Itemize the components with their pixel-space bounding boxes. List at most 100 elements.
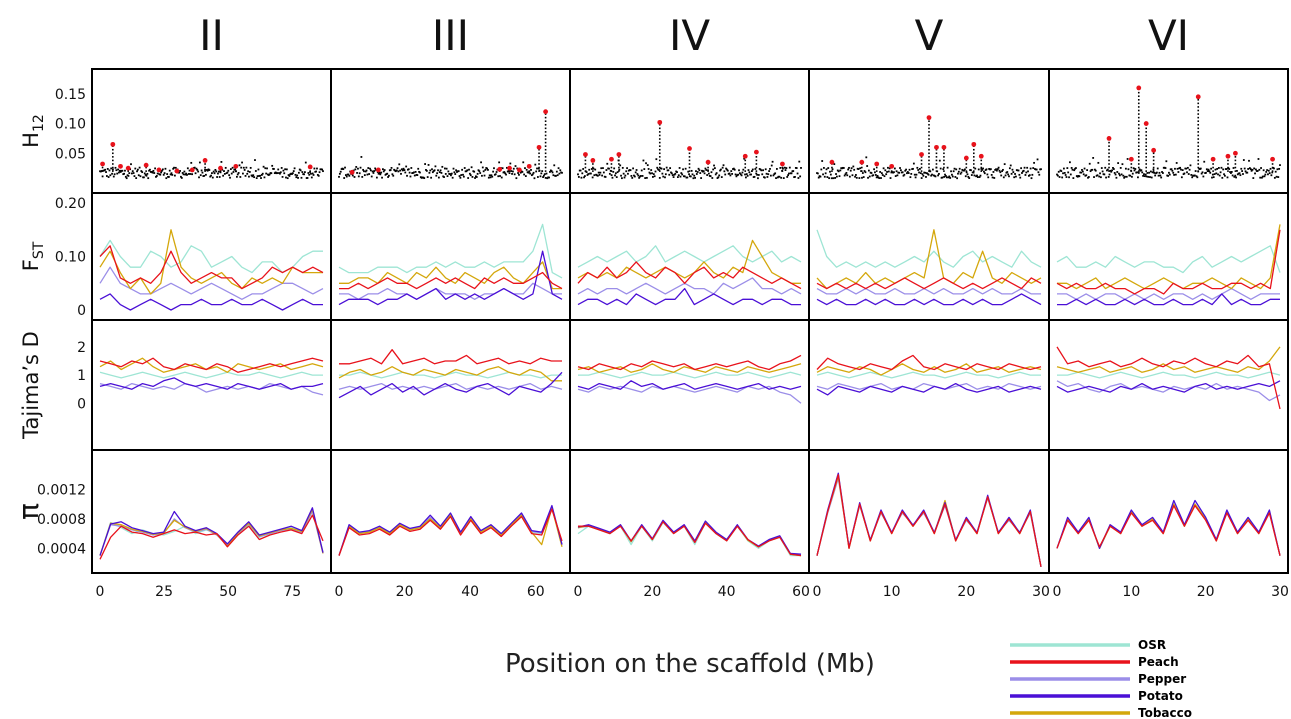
h12-point <box>1189 164 1192 167</box>
h12-point <box>1220 166 1223 169</box>
h12-point <box>848 166 850 169</box>
h12-point <box>1197 145 1200 147</box>
h12-point <box>522 161 525 164</box>
h12-point <box>577 173 579 176</box>
h12-point <box>283 172 286 175</box>
h12-point <box>536 176 539 178</box>
h12-peak-point <box>1270 156 1275 162</box>
h12-point <box>1181 169 1184 171</box>
h12-point <box>1155 171 1158 174</box>
h12-point <box>1156 167 1159 170</box>
series-line-peach <box>1056 504 1281 556</box>
h12-point <box>987 176 990 179</box>
h12-point <box>1040 168 1042 171</box>
h12-point <box>677 174 680 177</box>
h12-point <box>313 167 316 170</box>
h12-point <box>1117 162 1120 164</box>
h12-point <box>610 163 613 165</box>
h12-point <box>1115 176 1118 179</box>
h12-point <box>292 170 295 173</box>
h12-point <box>1025 171 1028 174</box>
h12-point <box>113 173 116 176</box>
h12-point <box>902 174 905 177</box>
h12-point <box>1013 176 1016 179</box>
h12-point <box>705 169 708 171</box>
h12-point <box>672 176 675 178</box>
h12-point <box>466 169 469 172</box>
h12-point <box>1247 168 1250 170</box>
h12-point <box>1226 176 1229 179</box>
h12-point <box>1137 99 1140 101</box>
h12-point <box>291 172 294 175</box>
h12-point <box>830 177 833 180</box>
h12-point <box>257 168 260 171</box>
h12-point <box>1133 169 1136 172</box>
h12-point <box>1186 166 1189 169</box>
h12-point <box>618 159 620 162</box>
h12-point <box>764 168 767 171</box>
h12-point <box>1134 168 1137 170</box>
h12-point <box>621 177 623 180</box>
h12-point <box>539 175 542 178</box>
h12-point <box>1116 171 1119 173</box>
h12-point <box>551 171 554 174</box>
h12-point <box>348 174 351 177</box>
h12-point <box>1035 168 1038 171</box>
h12-point <box>101 175 104 178</box>
h12-peak-point <box>780 161 785 167</box>
h12-point <box>1012 171 1015 173</box>
panel-3-IV <box>569 449 810 574</box>
h12-point <box>544 148 547 151</box>
h12-point <box>676 171 678 173</box>
h12-point <box>1130 166 1133 169</box>
h12-point <box>216 176 218 178</box>
h12-point <box>924 171 927 174</box>
h12-point <box>861 172 864 174</box>
h12-point <box>266 167 268 170</box>
h12-point <box>369 167 371 170</box>
h12-point <box>486 167 488 170</box>
h12-point <box>658 131 661 133</box>
h12-point <box>1231 174 1234 177</box>
h12-point <box>750 173 752 176</box>
h12-peak-point <box>218 165 223 171</box>
series-line-osr <box>577 521 801 557</box>
h12-point <box>183 170 186 173</box>
h12-point <box>735 175 738 178</box>
h12-point <box>555 174 557 177</box>
h12-point <box>993 177 996 179</box>
h12-point <box>251 175 254 178</box>
h12-point <box>1145 141 1147 144</box>
h12-point <box>542 176 544 178</box>
h12-point <box>590 172 592 175</box>
h12-point <box>248 175 250 178</box>
h12-point <box>119 171 122 173</box>
h12-point <box>755 166 758 169</box>
h12-point <box>816 172 819 175</box>
h12-point <box>658 156 661 158</box>
h12-point <box>1210 167 1213 170</box>
h12-point <box>691 173 694 176</box>
h12-point <box>620 174 622 177</box>
h12-point <box>992 171 995 173</box>
h12-point <box>630 175 633 177</box>
h12-point <box>695 173 698 175</box>
y-tick-label: 0 <box>77 303 86 319</box>
h12-point <box>235 170 237 172</box>
h12-point <box>127 170 129 172</box>
h12-point <box>151 171 154 174</box>
h12-point <box>973 166 975 169</box>
h12-point <box>725 167 727 170</box>
h12-point <box>538 170 540 172</box>
x-tick-label: 10 <box>1122 584 1140 600</box>
h12-point <box>1148 171 1151 174</box>
h12-point <box>279 171 282 174</box>
h12-point <box>543 174 545 177</box>
h12-point <box>744 170 747 172</box>
h12-point <box>1008 175 1010 178</box>
h12-point <box>965 166 968 169</box>
h12-point <box>222 174 225 177</box>
h12-point <box>658 169 660 171</box>
h12-point <box>500 176 503 179</box>
series-line-peach <box>1056 229 1281 295</box>
